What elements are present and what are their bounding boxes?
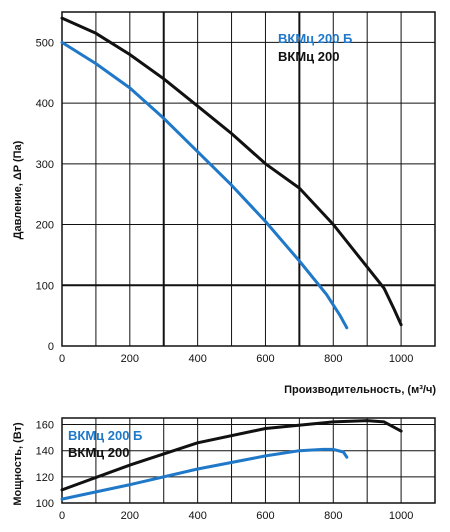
x-tick-label: 400 xyxy=(188,510,206,522)
x-tick-label: 600 xyxy=(256,353,274,365)
x-tick-label: 800 xyxy=(324,353,342,365)
series-line-vkmc-200-b xyxy=(60,40,349,330)
x-tick-label: 400 xyxy=(188,353,206,365)
x-tick-label: 200 xyxy=(121,510,139,522)
x-tick-label: 200 xyxy=(121,353,139,365)
series-line-vkmc-200 xyxy=(60,16,403,327)
y-tick-label: 160 xyxy=(36,420,54,432)
y-tick-label: 100 xyxy=(36,280,54,292)
y-tick-label: 300 xyxy=(36,159,54,171)
plot-area-power: 0 200 400 600 800 1000 100 120 140 160 xyxy=(36,417,436,522)
top-legend-black-label: ВКМц 200 xyxy=(278,49,339,64)
plot-frame xyxy=(61,417,436,504)
y-tick-label: 500 xyxy=(36,37,54,49)
x-tick-label: 800 xyxy=(324,510,342,522)
x-tick-label: 600 xyxy=(256,510,274,522)
y-tick-label: 100 xyxy=(36,498,54,510)
series-line-vkmc-200 xyxy=(60,419,403,492)
plot-area-pressure: 0 200 400 600 800 1000 0 100 200 300 400 500 xyxy=(36,11,436,365)
y-tick-label: 0 xyxy=(48,341,54,353)
y-tick-label: 200 xyxy=(36,220,54,232)
x-tick-label: 0 xyxy=(59,353,65,365)
plot-frame xyxy=(61,11,436,347)
bottom-y-axis-title: Мощность, (Вт) xyxy=(12,422,24,506)
y-tick-label: 140 xyxy=(36,446,54,458)
top-x-axis-title: Производительность, (м³/ч) xyxy=(284,384,436,396)
x-tick-label: 1000 xyxy=(389,353,413,365)
top-y-axis-title: Давление, ΔP (Па) xyxy=(12,140,24,239)
top-legend-blue-label: ВКМц 200 Б xyxy=(278,31,352,46)
y-tick-label: 400 xyxy=(36,98,54,110)
x-tick-label: 1000 xyxy=(389,510,413,522)
x-tick-label: 0 xyxy=(59,510,65,522)
bottom-legend-black-label: ВКМц 200 xyxy=(68,445,129,460)
series-line-vkmc-200-b xyxy=(60,447,349,501)
y-tick-label: 120 xyxy=(36,472,54,484)
bottom-legend-blue-label: ВКМц 200 Б xyxy=(68,428,142,443)
